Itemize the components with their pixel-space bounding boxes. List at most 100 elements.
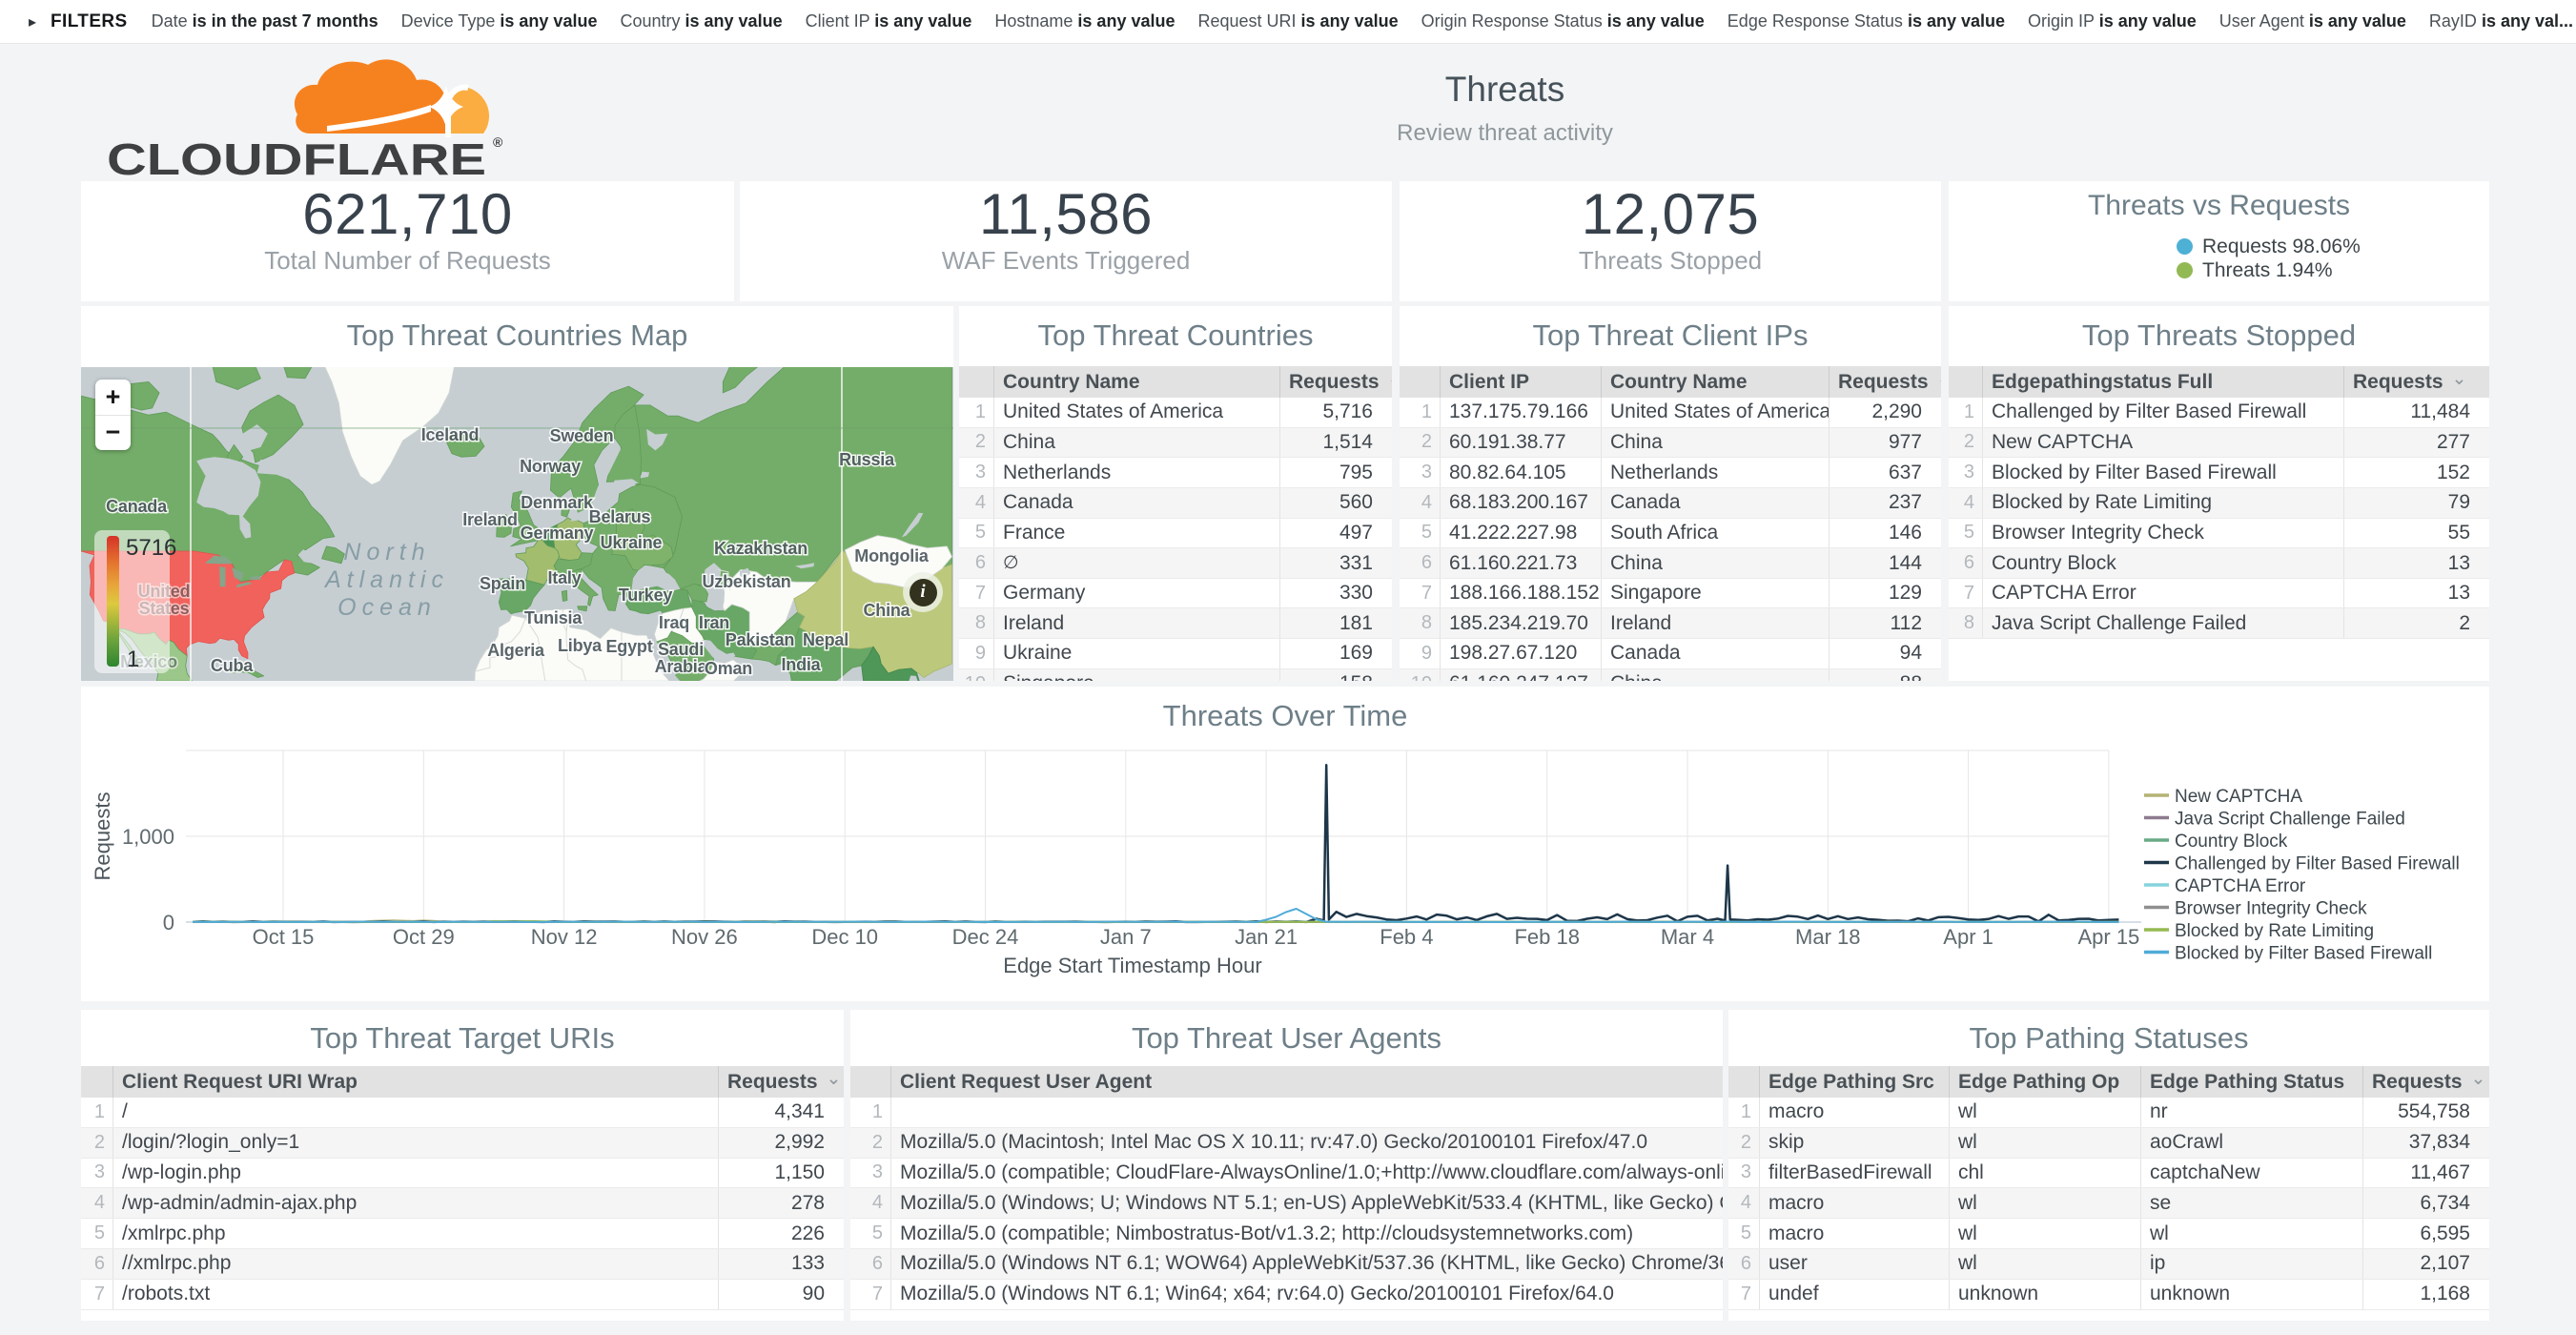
row-number: 3 xyxy=(871,1161,883,1183)
filters-toggle[interactable]: FILTERS xyxy=(51,10,128,31)
column-header[interactable]: Client Request URI Wrap xyxy=(112,1066,718,1098)
column-header[interactable]: Edge Pathing Status xyxy=(2140,1066,2362,1098)
cell: 198.27.67.120 xyxy=(1440,639,1601,668)
column-header[interactable]: Requests ⌄ xyxy=(718,1066,844,1098)
cell: 11,484 xyxy=(2343,398,2489,427)
legend-item-threats[interactable]: Threats 1.94% xyxy=(2177,258,2361,282)
world-map[interactable]: NorthAtlanticOceanCanadaUnitedStatesMexi… xyxy=(81,365,953,681)
map-country-iceland xyxy=(445,433,485,458)
cell: /xmlrpc.php xyxy=(112,1219,718,1248)
map-info-button[interactable]: i xyxy=(903,572,943,612)
row-number-header xyxy=(850,1066,890,1098)
table-row: 7 CAPTCHA Error 13 xyxy=(1949,578,2489,609)
table-threats-stopped: Edgepathingstatus Full Requests ⌄ 1 Challeng… xyxy=(1949,366,2489,640)
y-axis-title: Requests xyxy=(91,792,114,881)
map-country-oman-uae xyxy=(699,659,746,681)
row-number-header xyxy=(959,366,993,398)
column-header[interactable]: Requests ⌄ xyxy=(2362,1066,2489,1098)
cell: skip xyxy=(1759,1127,1949,1158)
legend-item-requests[interactable]: Requests 98.06% xyxy=(2177,235,2361,258)
filter-item-rayid[interactable]: RayID is any val... xyxy=(2429,11,2573,31)
map-country-label: Saudi xyxy=(658,640,704,659)
row-number: 8 xyxy=(1963,612,1974,634)
cell: Canada xyxy=(1601,487,1829,518)
filters-caret-icon[interactable]: ▸ xyxy=(29,13,37,31)
table-row: 6 //xmlrpc.php 133 xyxy=(81,1248,844,1280)
threats-vs-requests-tile: Threats vs Requests Requests 98.06% Thre… xyxy=(1949,181,2489,301)
row-number: 7 xyxy=(93,1283,105,1304)
row-number: 2 xyxy=(1740,1131,1751,1153)
filter-item-date[interactable]: Date is in the past 7 months xyxy=(152,11,378,31)
map-country-newfoundland xyxy=(321,545,345,565)
map-water-baltic-sea xyxy=(569,481,620,522)
cell: nr xyxy=(2140,1098,2362,1127)
table-row: 4/wp-admin/admin-ajax.php 278 xyxy=(81,1188,844,1220)
column-header-label: Requests xyxy=(1838,370,1929,393)
column-header[interactable]: Client IP xyxy=(1440,366,1601,398)
zoom-in-button[interactable]: + xyxy=(95,380,131,416)
x-tick-label: Mar 4 xyxy=(1661,925,1714,949)
cell: Canada xyxy=(993,487,1279,518)
column-header[interactable]: Edge Pathing Src xyxy=(1759,1066,1949,1098)
legend-label: CAPTCHA Error xyxy=(2175,876,2306,896)
filter-item-request-uri[interactable]: Request URI is any value xyxy=(1197,11,1398,31)
row-number: 4 xyxy=(1421,491,1432,513)
filter-item-hostname[interactable]: Hostname is any value xyxy=(994,11,1175,31)
column-header[interactable]: Requests ⌄ xyxy=(1279,366,1392,398)
cell: Java Script Challenge Failed xyxy=(1982,608,2343,639)
table-row: 8 185.234.219.70 Ireland 112 xyxy=(1400,608,1941,640)
table-header-row: Country Name Requests ⌄ xyxy=(959,366,1392,398)
filter-item-client-ip[interactable]: Client IP is any value xyxy=(806,11,972,31)
cell: 497 xyxy=(1279,518,1392,548)
column-header[interactable]: Country Name xyxy=(993,366,1279,398)
table-client-ips: Client IP Country Name Requests ⌄ 1 137.175.7… xyxy=(1400,366,1941,681)
table-row: 2/login/?login_only=1 2,992 xyxy=(81,1127,844,1159)
filter-item-origin-response-status[interactable]: Origin Response Status is any value xyxy=(1421,11,1705,31)
filter-item-device-type[interactable]: Device Type is any value xyxy=(401,11,598,31)
zoom-out-button[interactable]: − xyxy=(105,418,121,447)
column-header[interactable]: Requests ⌄ xyxy=(2343,366,2489,398)
cell: 278 xyxy=(718,1188,844,1219)
kpi-value: 11,586 xyxy=(978,182,1154,246)
column-header[interactable]: Requests ⌄ xyxy=(1829,366,1941,398)
cell: United States of America xyxy=(993,398,1279,427)
filter-item-origin-ip[interactable]: Origin IP is any value xyxy=(2028,11,2197,31)
panel-title: Top Threat Target URIs xyxy=(310,1021,615,1055)
table-row: 4 Canada 560 xyxy=(959,487,1392,519)
column-header[interactable]: Client Request User Agent xyxy=(890,1066,1723,1098)
column-header[interactable]: Edgepathingstatus Full xyxy=(1982,366,2343,398)
filter-item-user-agent[interactable]: User Agent is any value xyxy=(2219,11,2406,31)
y-tick-label: 0 xyxy=(163,911,174,934)
cell: 144 xyxy=(1829,548,1941,578)
map-country-label: Iceland xyxy=(421,425,480,444)
cell: 560 xyxy=(1279,487,1392,518)
map-water-gulf-st-lawrence xyxy=(297,549,320,564)
filter-item-edge-response-status[interactable]: Edge Response Status is any value xyxy=(1728,11,2005,31)
filter-label: Date xyxy=(151,11,188,31)
row-number: 6 xyxy=(93,1252,105,1274)
column-header-label: Client IP xyxy=(1449,370,1530,393)
row-number: 5 xyxy=(974,522,986,544)
legend-label: Threats 1.94% xyxy=(2202,258,2333,281)
kpi-label: Threats Stopped xyxy=(1578,246,1763,275)
cloudflare-logo: CLOUDFLARE ® xyxy=(107,59,503,183)
table-row: 1 /4,341 xyxy=(81,1098,844,1128)
cell: wl xyxy=(1949,1098,2140,1127)
column-header[interactable]: Edge Pathing Op xyxy=(1949,1066,2140,1098)
threats-dot-icon xyxy=(2177,262,2193,278)
table-row: 4 macro wl se 6,734 xyxy=(1728,1188,2489,1220)
cell: 146 xyxy=(1829,518,1941,548)
map-country-devon xyxy=(212,365,261,390)
cell: wl xyxy=(1949,1219,2140,1248)
cell: Mozilla/5.0 (Windows; U; Windows NT 5.1;… xyxy=(890,1188,1723,1219)
cloudflare-registered: ® xyxy=(493,134,503,150)
cell: Ireland xyxy=(993,608,1279,639)
row-number: 1 xyxy=(1963,400,1974,422)
column-header[interactable]: Country Name xyxy=(1601,366,1829,398)
map-country-uk xyxy=(510,490,541,547)
x-tick-label: Mar 18 xyxy=(1795,925,1860,949)
filter-item-country[interactable]: Country is any value xyxy=(620,11,782,31)
map-border-line xyxy=(561,609,587,681)
row-number: 4 xyxy=(1740,1192,1751,1214)
row-number: 2 xyxy=(1421,431,1432,453)
